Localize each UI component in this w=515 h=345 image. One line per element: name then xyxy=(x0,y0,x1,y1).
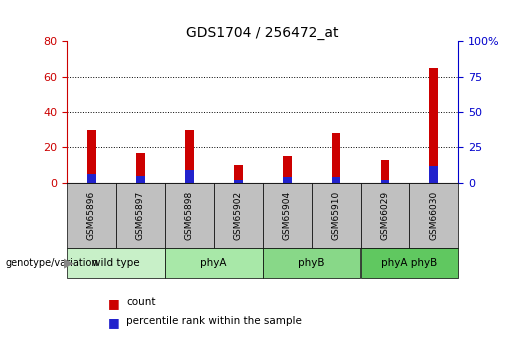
Text: wild type: wild type xyxy=(92,258,140,268)
Bar xyxy=(234,165,243,183)
Text: GSM65897: GSM65897 xyxy=(136,191,145,240)
Title: GDS1704 / 256472_at: GDS1704 / 256472_at xyxy=(186,26,339,40)
Text: ▶: ▶ xyxy=(64,257,74,269)
Text: count: count xyxy=(126,297,156,307)
Text: phyA phyB: phyA phyB xyxy=(381,258,438,268)
Bar xyxy=(332,133,340,183)
Bar xyxy=(283,156,291,183)
Bar xyxy=(185,130,194,183)
Bar xyxy=(136,176,145,183)
Bar xyxy=(87,174,96,183)
Text: GSM66029: GSM66029 xyxy=(381,191,389,240)
Bar xyxy=(381,180,389,183)
Bar xyxy=(185,170,194,183)
Bar xyxy=(234,180,243,183)
Text: genotype/variation: genotype/variation xyxy=(5,258,98,268)
Bar xyxy=(332,177,340,183)
Text: GSM65904: GSM65904 xyxy=(283,191,291,240)
Text: GSM65902: GSM65902 xyxy=(234,191,243,240)
Text: percentile rank within the sample: percentile rank within the sample xyxy=(126,316,302,326)
Bar xyxy=(283,177,291,183)
Bar xyxy=(430,68,438,183)
Bar xyxy=(430,166,438,183)
Bar xyxy=(381,160,389,183)
Text: ■: ■ xyxy=(108,316,120,329)
Text: ■: ■ xyxy=(108,297,120,310)
Text: GSM65896: GSM65896 xyxy=(87,191,96,240)
Text: GSM65910: GSM65910 xyxy=(332,191,340,240)
Text: phyA: phyA xyxy=(200,258,227,268)
Text: phyB: phyB xyxy=(298,258,325,268)
Text: GSM66030: GSM66030 xyxy=(430,191,438,240)
Bar xyxy=(136,153,145,183)
Bar xyxy=(87,130,96,183)
Text: GSM65898: GSM65898 xyxy=(185,191,194,240)
